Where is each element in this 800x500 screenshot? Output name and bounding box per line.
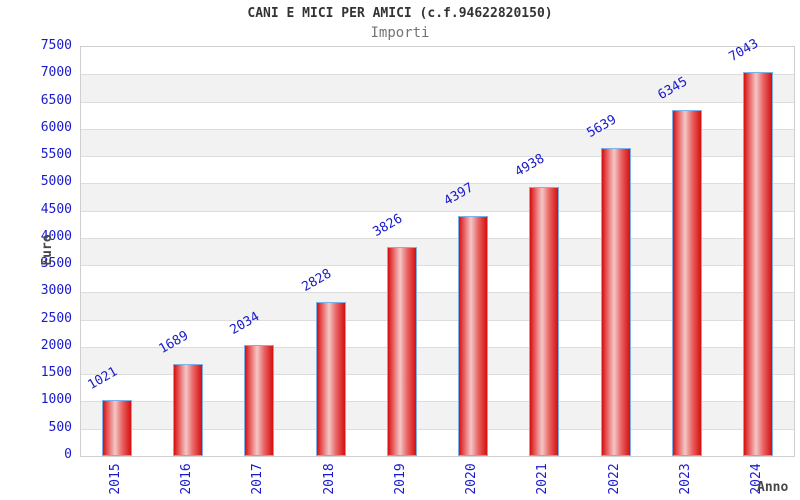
grid-line <box>81 129 794 130</box>
bar-2015 <box>101 400 132 456</box>
grid-line <box>81 74 794 75</box>
grid-line <box>81 374 794 375</box>
x-tick-label: 2016 <box>178 463 194 495</box>
y-tick-label: 3000 <box>40 283 72 299</box>
y-tick-label: 500 <box>48 419 72 435</box>
grid-line <box>81 292 794 293</box>
grid-band <box>81 74 794 102</box>
y-tick-label: 7000 <box>40 65 72 81</box>
x-tick-label: 2023 <box>678 463 694 495</box>
grid-line <box>81 183 794 184</box>
y-axis-title: Euro <box>40 234 55 266</box>
bar-2017 <box>244 345 275 456</box>
grid-line <box>81 347 794 348</box>
x-axis-title: Anno <box>757 480 789 495</box>
bar-2024 <box>743 71 774 456</box>
grid-line <box>81 156 794 157</box>
y-tick-label: 3500 <box>40 256 72 272</box>
grid-band <box>81 47 794 75</box>
y-tick-label: 4500 <box>40 201 72 217</box>
chart-subtitle: Importi <box>370 25 430 41</box>
grid-line <box>81 429 794 430</box>
y-tick-label: 0 <box>64 447 72 462</box>
grid-line <box>81 211 794 212</box>
x-tick-label: 2015 <box>107 463 123 495</box>
x-tick-label: 2017 <box>250 463 266 495</box>
chart-title: CANI E MICI PER AMICI (c.f.94622820150) <box>247 6 553 21</box>
bar-2023 <box>672 109 703 456</box>
grid-line <box>81 401 794 402</box>
bar-2019 <box>386 247 417 456</box>
y-tick-label: 4000 <box>40 228 72 244</box>
y-tick-label: 2000 <box>40 337 72 353</box>
x-tick-label: 2018 <box>321 463 337 495</box>
x-tick-label: 2021 <box>535 463 551 495</box>
grid-line <box>81 238 794 239</box>
bar-2020 <box>458 216 489 456</box>
grid-line <box>81 320 794 321</box>
x-tick-label: 2022 <box>606 463 622 495</box>
y-tick-label: 6500 <box>40 92 72 108</box>
grid-line <box>81 102 794 103</box>
y-tick-label: 6000 <box>40 119 72 135</box>
grid-line <box>81 265 794 266</box>
plot-area <box>80 46 795 457</box>
y-tick-label: 1500 <box>40 365 72 381</box>
bar-2018 <box>315 301 346 456</box>
bar-2021 <box>529 186 560 456</box>
bar-2022 <box>600 148 631 456</box>
y-tick-label: 5500 <box>40 147 72 163</box>
y-tick-label: 7500 <box>40 38 72 53</box>
y-tick-label: 5000 <box>40 174 72 190</box>
bar-2016 <box>172 363 203 456</box>
y-tick-label: 2500 <box>40 310 72 326</box>
y-tick-label: 1000 <box>40 392 72 408</box>
x-tick-label: 2019 <box>392 463 408 495</box>
x-tick-label: 2020 <box>464 463 480 495</box>
